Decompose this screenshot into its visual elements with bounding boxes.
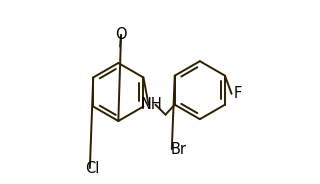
Text: F: F — [233, 86, 242, 101]
Text: Br: Br — [171, 141, 187, 157]
Text: NH: NH — [141, 97, 163, 112]
Text: Cl: Cl — [85, 161, 100, 176]
Text: O: O — [115, 27, 127, 43]
